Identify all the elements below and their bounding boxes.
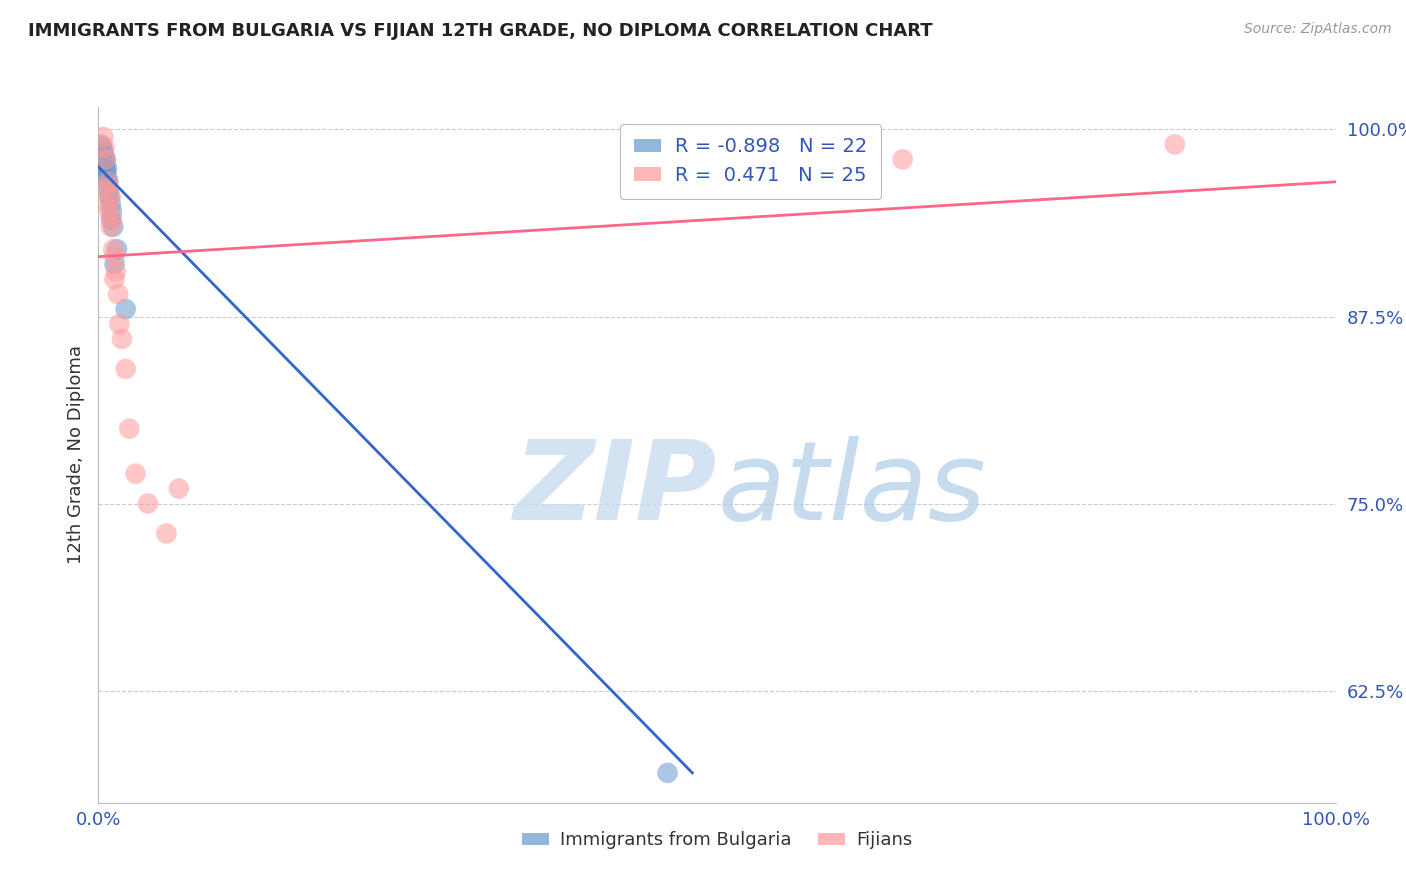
Point (96, 197, 118, 211)
Point (103, 219, 125, 234)
Point (103, 272, 125, 286)
Point (118, 422, 141, 436)
Point (96, 170, 118, 185)
Point (94, 164, 117, 178)
Point (93, 140, 115, 154)
Point (657, 765, 679, 780)
Point (93, 149, 115, 163)
Point (93, 155, 115, 169)
Point (93, 130, 115, 145)
Point (93, 160, 115, 174)
Point (101, 212, 124, 227)
Legend: Immigrants from Bulgaria, Fijians: Immigrants from Bulgaria, Fijians (515, 824, 920, 856)
Point (124, 467, 146, 481)
Point (100, 197, 122, 211)
Point (103, 242, 125, 256)
Text: IMMIGRANTS FROM BULGARIA VS FIJIAN 12TH GRADE, NO DIPLOMA CORRELATION CHART: IMMIGRANTS FROM BULGARIA VS FIJIAN 12TH … (28, 22, 932, 40)
Point (94, 182, 117, 196)
Point (167, 482, 190, 496)
Text: atlas: atlas (717, 436, 986, 543)
Point (96, 161, 118, 176)
Point (90, 137, 112, 152)
Point (97, 175, 120, 189)
Point (111, 332, 134, 346)
Y-axis label: 12th Grade, No Diploma: 12th Grade, No Diploma (66, 345, 84, 565)
Point (98, 204, 121, 219)
Point (93, 145, 115, 159)
Point (891, 153, 914, 167)
Point (98, 190, 121, 204)
Point (155, 526, 177, 541)
Point (103, 250, 125, 264)
Point (114, 301, 136, 316)
Point (104, 265, 127, 279)
Point (100, 190, 122, 204)
Point (100, 212, 122, 227)
Point (105, 242, 128, 256)
Point (100, 219, 122, 234)
Point (107, 287, 129, 301)
Point (91, 148, 114, 162)
Point (101, 204, 124, 219)
Point (103, 257, 125, 271)
Point (97, 182, 120, 196)
Point (1164, 137, 1187, 152)
Text: ZIP: ZIP (513, 436, 717, 543)
Point (97, 175, 120, 189)
Point (136, 497, 159, 511)
Point (94, 153, 117, 167)
Text: Source: ZipAtlas.com: Source: ZipAtlas.com (1244, 22, 1392, 37)
Point (91, 140, 114, 154)
Point (108, 317, 131, 331)
Point (94, 153, 117, 168)
Point (114, 362, 136, 376)
